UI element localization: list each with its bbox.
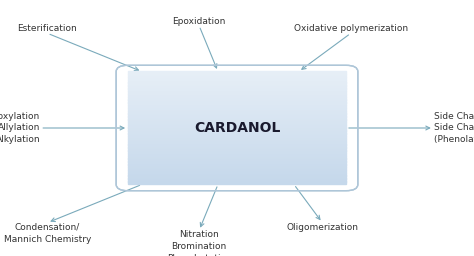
Bar — [128, 153, 346, 156]
Text: Epoxidation: Epoxidation — [173, 17, 226, 26]
Bar — [128, 116, 346, 120]
Bar — [128, 142, 346, 145]
Text: Esterification: Esterification — [18, 24, 77, 33]
Bar — [128, 71, 346, 74]
Bar — [128, 108, 346, 111]
Bar — [128, 156, 346, 159]
Bar — [128, 94, 346, 97]
Bar — [128, 150, 346, 153]
Bar — [128, 130, 346, 134]
FancyBboxPatch shape — [116, 65, 358, 191]
Bar — [128, 167, 346, 170]
Bar — [128, 164, 346, 167]
Text: CARDANOL: CARDANOL — [194, 121, 280, 135]
Bar — [128, 178, 346, 182]
Text: Condensation/
Mannich Chemistry: Condensation/ Mannich Chemistry — [4, 223, 91, 243]
Bar — [128, 113, 346, 117]
Text: Oxidative polymerization: Oxidative polymerization — [294, 24, 408, 33]
Bar — [128, 161, 346, 165]
Bar — [128, 111, 346, 114]
Bar — [128, 122, 346, 125]
Bar — [128, 74, 346, 77]
Bar — [128, 127, 346, 131]
Bar — [128, 158, 346, 162]
Bar — [128, 125, 346, 128]
Text: Side Chain Hydrogenation
Side Chain Functionalization
(Phenolation, Metathesis): Side Chain Hydrogenation Side Chain Func… — [434, 112, 474, 144]
Bar — [128, 91, 346, 94]
Bar — [128, 99, 346, 103]
Bar — [128, 97, 346, 100]
Bar — [128, 88, 346, 91]
Bar — [128, 181, 346, 184]
Text: Nitration
Bromination
Phosphatation: Nitration Bromination Phosphatation — [167, 230, 231, 256]
Bar — [128, 133, 346, 136]
Bar — [128, 85, 346, 89]
Bar — [128, 102, 346, 105]
Text: Oligomerization: Oligomerization — [286, 223, 358, 232]
Text: Alkoxylation
Allylation
Alkylation: Alkoxylation Allylation Alkylation — [0, 112, 40, 144]
Bar — [128, 139, 346, 142]
Bar — [128, 170, 346, 173]
Bar — [128, 82, 346, 86]
Bar — [128, 175, 346, 179]
Bar — [128, 144, 346, 148]
Bar — [128, 136, 346, 139]
Bar — [128, 105, 346, 108]
Bar — [128, 119, 346, 122]
Bar — [128, 77, 346, 80]
Bar — [128, 147, 346, 151]
Bar — [128, 173, 346, 176]
Bar — [128, 80, 346, 83]
